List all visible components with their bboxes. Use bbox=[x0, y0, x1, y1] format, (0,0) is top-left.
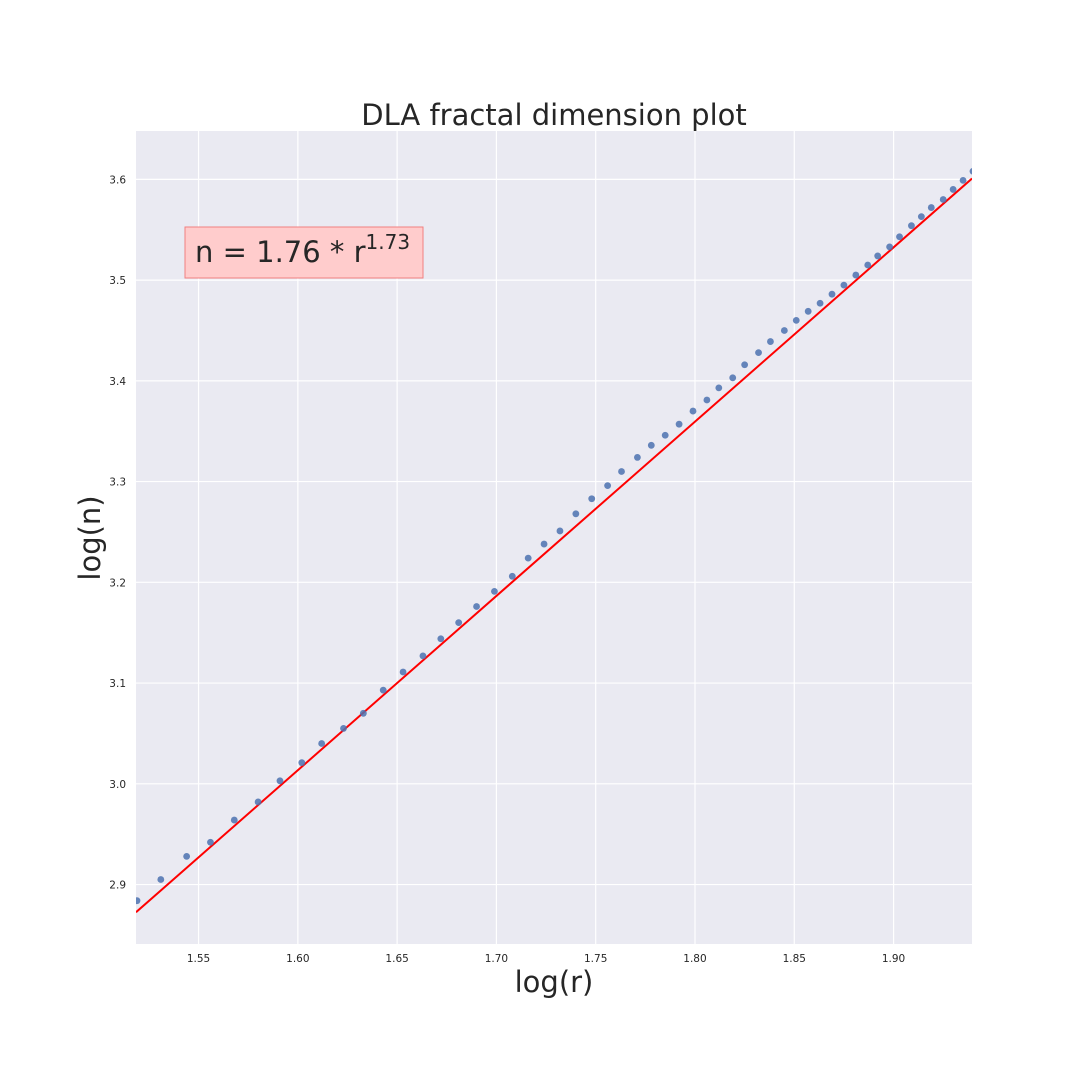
data-point bbox=[340, 725, 347, 732]
data-point bbox=[419, 652, 427, 660]
data-point bbox=[675, 420, 683, 428]
x-tick-label: 1.65 bbox=[385, 953, 408, 965]
equation-annotation: n = 1.76 * r1.73 bbox=[184, 226, 424, 279]
data-point bbox=[939, 196, 947, 203]
data-point bbox=[840, 281, 848, 289]
y-tick-label: 3.3 bbox=[109, 477, 126, 489]
grid-lines bbox=[136, 131, 972, 944]
x-tick-label: 1.60 bbox=[286, 953, 309, 965]
data-point bbox=[741, 361, 749, 369]
data-point bbox=[949, 186, 957, 193]
x-tick-label: 1.85 bbox=[783, 953, 806, 965]
data-point bbox=[852, 271, 860, 279]
data-point bbox=[588, 495, 596, 503]
data-point bbox=[508, 572, 516, 580]
data-point bbox=[908, 222, 915, 230]
y-tick-label: 3.4 bbox=[109, 376, 126, 388]
data-point bbox=[689, 407, 697, 415]
y-tick-label: 3.0 bbox=[109, 779, 126, 791]
data-point bbox=[804, 307, 812, 315]
data-point bbox=[437, 635, 445, 643]
y-axis-label: log(n) bbox=[73, 495, 107, 580]
data-point bbox=[379, 686, 387, 694]
data-point bbox=[254, 798, 262, 806]
data-point bbox=[604, 482, 612, 490]
data-point bbox=[230, 816, 238, 824]
data-point bbox=[969, 168, 972, 175]
x-tick-label: 1.70 bbox=[485, 953, 508, 965]
data-point bbox=[927, 204, 935, 211]
y-tick-label: 3.2 bbox=[109, 577, 126, 589]
data-point bbox=[661, 431, 669, 439]
data-point bbox=[359, 709, 367, 717]
data-point bbox=[136, 897, 141, 905]
data-point bbox=[816, 299, 824, 307]
data-point bbox=[524, 554, 532, 562]
data-point bbox=[318, 740, 326, 747]
data-point bbox=[540, 540, 548, 548]
equation-base: n = 1.76 * r bbox=[195, 235, 366, 269]
data-point bbox=[703, 396, 711, 404]
data-point bbox=[715, 384, 723, 392]
data-point bbox=[864, 261, 872, 269]
data-point bbox=[298, 759, 306, 767]
data-point bbox=[874, 252, 882, 260]
data-point bbox=[828, 290, 836, 298]
data-point bbox=[634, 454, 641, 461]
data-point bbox=[780, 327, 788, 334]
data-point bbox=[276, 777, 284, 785]
data-point bbox=[886, 243, 893, 251]
data-point bbox=[959, 176, 967, 184]
data-point bbox=[647, 441, 655, 449]
data-point bbox=[755, 349, 762, 357]
fit-line-group bbox=[136, 177, 972, 914]
fit-line bbox=[136, 177, 972, 914]
equation-exponent: 1.73 bbox=[366, 230, 411, 254]
equation-box bbox=[184, 226, 424, 279]
data-point bbox=[767, 338, 774, 345]
y-tick-label: 3.6 bbox=[109, 174, 126, 186]
x-tick-label: 1.90 bbox=[882, 953, 905, 965]
y-tick-label: 2.9 bbox=[109, 880, 126, 892]
x-axis-label: log(r) bbox=[515, 965, 594, 999]
data-point bbox=[896, 233, 903, 241]
data-point bbox=[455, 619, 463, 627]
plot-area: n = 1.76 * r1.73 bbox=[136, 131, 972, 944]
data-point bbox=[917, 213, 925, 221]
chart-title: DLA fractal dimension plot bbox=[361, 98, 747, 132]
data-point bbox=[399, 668, 407, 676]
y-tick-label: 3.5 bbox=[109, 275, 126, 287]
data-point bbox=[572, 510, 580, 518]
x-tick-label: 1.75 bbox=[584, 953, 607, 965]
data-point bbox=[556, 527, 564, 535]
x-axis-ticks: 1.55 1.60 1.65 1.70 1.75 1.80 1.85 1.90 bbox=[187, 953, 905, 965]
data-point bbox=[183, 852, 191, 860]
data-points bbox=[136, 168, 972, 905]
y-axis-ticks: 2.9 3.0 3.1 3.2 3.3 3.4 3.5 3.6 bbox=[109, 174, 126, 891]
equation-text: n = 1.76 * r1.73 bbox=[195, 230, 410, 269]
data-point bbox=[207, 838, 214, 846]
data-point bbox=[618, 468, 625, 475]
data-point bbox=[792, 316, 800, 324]
y-tick-label: 3.1 bbox=[109, 678, 126, 690]
data-point bbox=[491, 587, 498, 595]
data-point bbox=[729, 374, 737, 382]
data-point bbox=[157, 876, 165, 883]
x-tick-label: 1.80 bbox=[683, 953, 706, 965]
x-tick-label: 1.55 bbox=[187, 953, 210, 965]
data-point bbox=[473, 603, 480, 610]
